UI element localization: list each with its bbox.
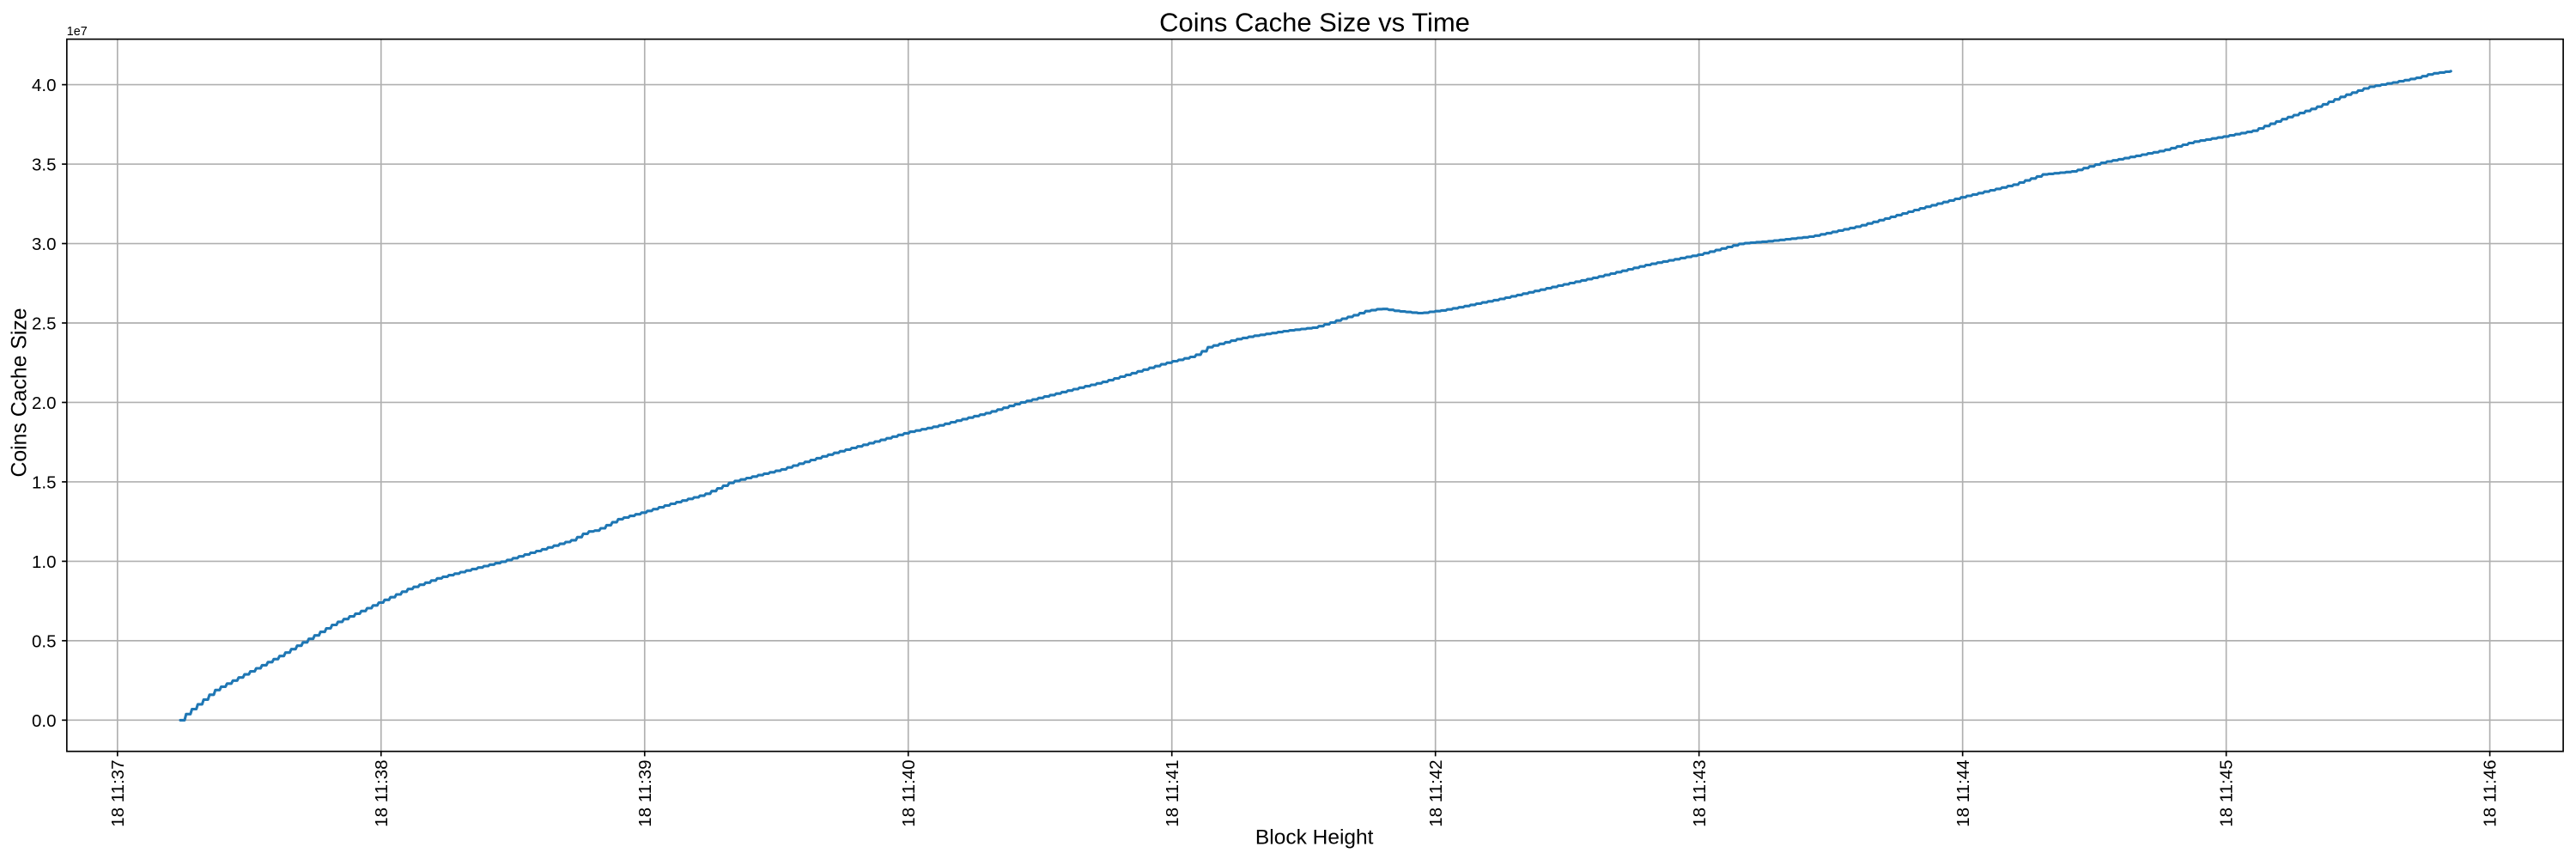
svg-text:18 11:41: 18 11:41 — [1163, 760, 1182, 827]
svg-text:3.5: 3.5 — [32, 155, 57, 174]
svg-text:2.5: 2.5 — [32, 314, 57, 333]
svg-text:18 11:38: 18 11:38 — [372, 760, 392, 827]
svg-text:18 11:43: 18 11:43 — [1690, 760, 1710, 827]
svg-text:0.0: 0.0 — [32, 711, 57, 731]
svg-text:18 11:40: 18 11:40 — [899, 760, 919, 827]
svg-text:1e7: 1e7 — [67, 25, 88, 39]
svg-text:18 11:44: 18 11:44 — [1953, 760, 1973, 827]
svg-text:2.0: 2.0 — [32, 393, 57, 413]
svg-text:Block Height: Block Height — [1255, 826, 1374, 850]
svg-text:1.5: 1.5 — [32, 472, 57, 492]
svg-text:Coins Cache Size vs Time: Coins Cache Size vs Time — [1159, 8, 1470, 38]
svg-text:0.5: 0.5 — [32, 631, 57, 651]
svg-text:Coins Cache Size: Coins Cache Size — [9, 308, 32, 477]
svg-text:18 11:37: 18 11:37 — [108, 760, 128, 827]
svg-text:18 11:42: 18 11:42 — [1426, 760, 1446, 827]
svg-text:18 11:45: 18 11:45 — [2217, 760, 2237, 827]
svg-text:18 11:39: 18 11:39 — [635, 760, 655, 827]
svg-text:18 11:46: 18 11:46 — [2481, 760, 2500, 827]
svg-text:4.0: 4.0 — [32, 76, 57, 95]
svg-text:1.0: 1.0 — [32, 552, 57, 572]
svg-text:3.0: 3.0 — [32, 235, 57, 254]
